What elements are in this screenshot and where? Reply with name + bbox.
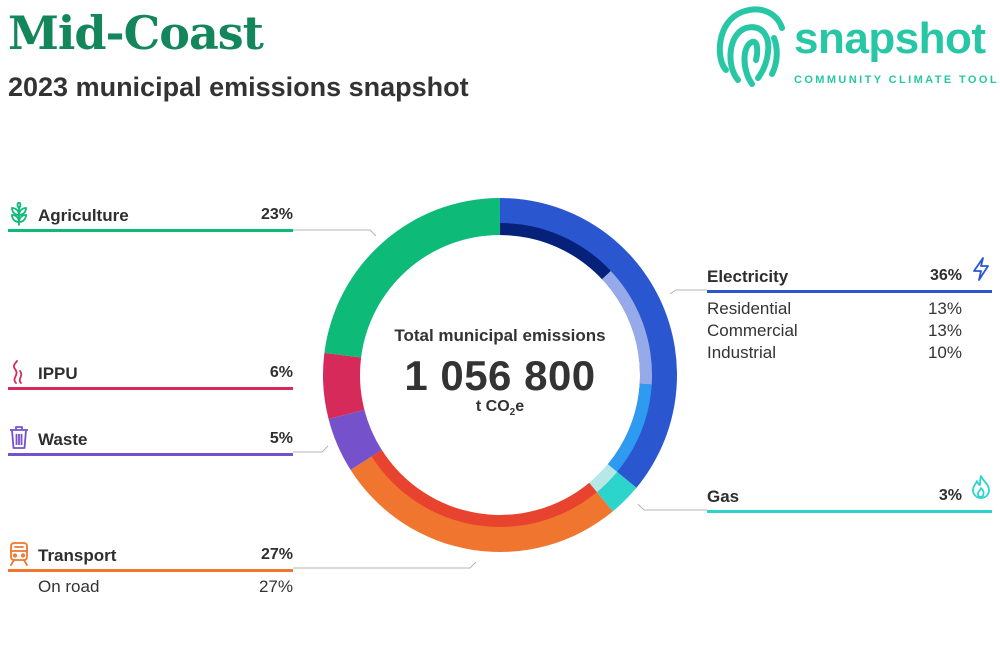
leader-gas	[637, 503, 707, 511]
subcategory-label: Commercial	[707, 321, 798, 340]
smoke-icon	[13, 360, 23, 384]
gas-rule	[707, 510, 992, 513]
electricity-percent: 36%	[929, 267, 962, 284]
subcategory-percent: 13%	[927, 321, 962, 340]
transport-rule	[8, 569, 293, 572]
transport-label: Transport	[38, 546, 117, 565]
leader-agriculture	[293, 229, 377, 237]
gas-percent: 3%	[938, 487, 962, 504]
slice-transport	[350, 450, 613, 552]
trash-can-icon	[10, 426, 28, 449]
train-icon	[10, 542, 28, 566]
leader-lines	[293, 229, 707, 569]
total-label: Total municipal emissions	[394, 326, 606, 345]
slice-waste	[328, 409, 382, 470]
inner-slice-on-road	[371, 450, 597, 527]
transport-percent: 27%	[260, 546, 293, 563]
ippu-rule	[8, 387, 293, 390]
slice-agriculture	[324, 198, 500, 358]
legend-electricity: Electricity 36%	[707, 257, 992, 293]
slice-ippu	[322, 352, 365, 420]
snapshot-logo: snapshot COMMUNITY CLIMATE TOOL	[712, 0, 1000, 92]
chart-center-label: Total municipal emissions 1 056 800 t CO…	[370, 326, 630, 418]
logo-tagline: COMMUNITY CLIMATE TOOL	[794, 74, 999, 86]
agriculture-percent: 23%	[260, 206, 293, 223]
agriculture-label: Agriculture	[38, 206, 129, 225]
subcategory-label: Industrial	[707, 343, 776, 362]
inner-slice-gas	[589, 464, 618, 493]
leader-waste	[293, 445, 329, 453]
fingerprint-icon	[716, 6, 785, 87]
subcategory-on-road: On road 27%	[38, 577, 293, 599]
subcategory-percent: 10%	[927, 343, 962, 362]
subcategory-residential: Residential 13%	[707, 299, 962, 321]
legend-agriculture: Agriculture 23%	[8, 202, 293, 232]
flame-icon	[972, 475, 990, 499]
gas-label: Gas	[707, 487, 740, 506]
lightning-icon	[973, 257, 989, 281]
agriculture-rule	[8, 229, 293, 232]
subcategory-commercial: Commercial 13%	[707, 321, 962, 343]
subcategory-industrial: Industrial 10%	[707, 343, 962, 365]
legend-waste: Waste 5%	[8, 426, 293, 456]
waste-percent: 5%	[269, 430, 293, 447]
page-subtitle: 2023 municipal emissions snapshot	[8, 72, 469, 102]
page-title: Mid-Coast	[8, 6, 264, 60]
logo-wordmark: snapshot	[794, 14, 986, 63]
legend-ippu: IPPU 6%	[8, 360, 293, 390]
inner-ring	[371, 223, 652, 527]
leader-electricity	[669, 289, 707, 295]
ippu-label: IPPU	[38, 364, 78, 383]
electricity-label: Electricity	[707, 267, 789, 286]
wheat-icon	[11, 202, 27, 226]
ippu-percent: 6%	[269, 364, 293, 381]
subcategory-label: On road	[38, 577, 100, 596]
inner-slice-commercial	[602, 270, 652, 385]
legend-transport: Transport 27%	[8, 542, 293, 572]
subcategory-percent: 13%	[927, 299, 962, 318]
legend-gas: Gas 3%	[707, 475, 992, 513]
inner-slice-industrial	[607, 383, 652, 472]
electricity-rule	[707, 290, 992, 293]
waste-rule	[8, 453, 293, 456]
subcategory-percent: 27%	[258, 577, 293, 596]
leader-transport	[293, 561, 477, 569]
subcategory-label: Residential	[707, 299, 792, 318]
total-value: 1 056 800	[404, 352, 596, 399]
waste-label: Waste	[38, 430, 88, 449]
slice-electricity	[500, 198, 678, 488]
inner-slice-residential	[500, 223, 611, 280]
total-unit: t CO2e	[475, 398, 525, 419]
